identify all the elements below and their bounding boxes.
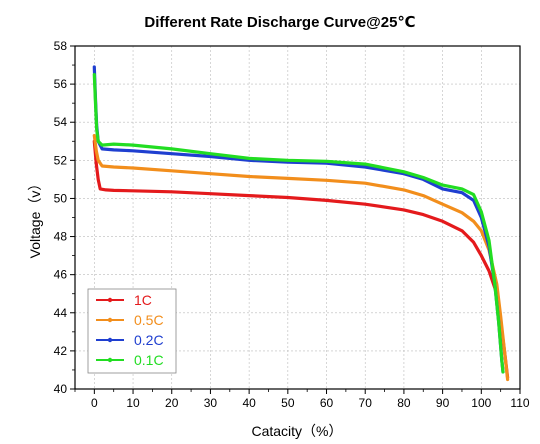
x-tick-label: 80 [397,396,411,410]
y-tick-label: 40 [54,382,68,396]
x-tick-label: 40 [242,396,256,410]
legend-marker [107,337,113,343]
y-tick-label: 48 [54,230,68,244]
legend-box [87,288,177,374]
series-line-1c [92,139,510,380]
axis-ticks: 0 10 20 30 40 50 60 70 80 90 100 110 40 42 44 46 48 50 52 5… [54,39,530,410]
legend-marker [107,317,113,323]
legend: 1C 0.5C 0.2C 0.1C [87,288,177,374]
legend-label: 1C [134,292,152,308]
y-tick-label: 52 [54,153,68,167]
chart-title: Different Rate Discharge Curve@25℃ [144,14,415,31]
x-tick-label: 60 [320,396,334,410]
legend-marker [107,357,113,363]
y-axis-label: Voltage（v） [27,177,43,259]
x-tick-label: 90 [436,396,450,410]
y-tick-label: 56 [54,77,68,91]
x-tick-label: 50 [281,396,295,410]
y-tick-label: 54 [54,115,68,129]
legend-label: 0.5C [134,312,164,328]
x-tick-label: 20 [165,396,179,410]
x-tick-label: 110 [510,396,529,410]
y-tick-label: 44 [54,306,68,320]
x-tick-label: 10 [126,396,140,410]
y-tick-label: 50 [54,191,68,205]
series-layer [92,65,510,382]
x-tick-label: 30 [204,396,218,410]
x-tick-label: 100 [471,396,491,410]
x-tick-label: 70 [359,396,373,410]
y-tick-label: 42 [54,344,68,358]
x-axis-label: Catacity（%） [251,423,342,439]
series-line-0-1c [92,73,505,374]
legend-label: 0.1C [134,352,164,368]
legend-label: 0.2C [134,332,164,348]
y-tick-label: 46 [54,268,68,282]
y-tick-label: 58 [54,39,68,53]
legend-marker [107,297,113,303]
x-tick-label: 0 [91,396,98,410]
